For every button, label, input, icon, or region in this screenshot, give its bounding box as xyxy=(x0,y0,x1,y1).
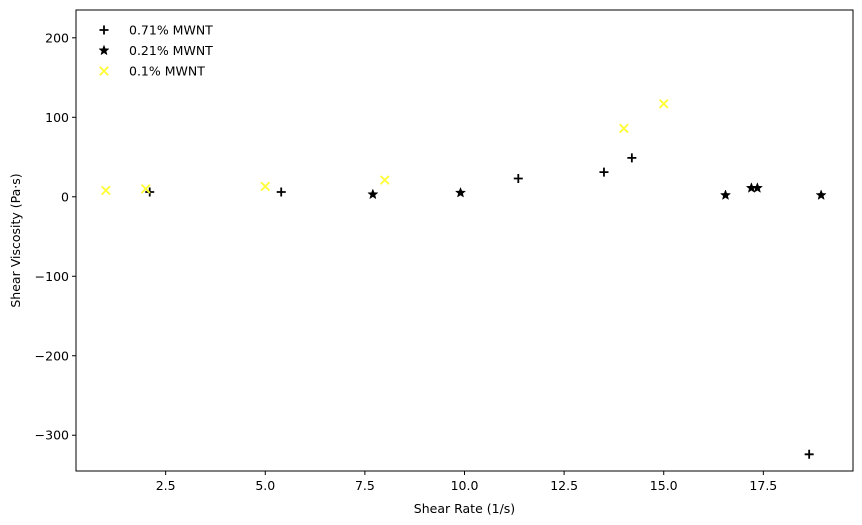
x-axis-label: Shear Rate (1/s) xyxy=(414,501,515,516)
data-point xyxy=(140,183,151,194)
x-tick-label: 17.5 xyxy=(749,478,777,493)
legend-label: 0.71% MWNT xyxy=(129,23,213,38)
y-axis-label: Shear Viscosity (Pa·s) xyxy=(8,173,23,307)
data-point xyxy=(513,174,523,184)
y-tick-label: −200 xyxy=(35,348,69,363)
data-point xyxy=(719,189,732,200)
data-points xyxy=(101,98,827,459)
y-tick-label: 200 xyxy=(45,30,69,45)
legend-item: 0.21% MWNT xyxy=(98,43,213,58)
x-tick-label: 15.0 xyxy=(650,478,678,493)
data-point xyxy=(619,123,629,134)
x-tick-label: 2.5 xyxy=(156,478,176,493)
y-tick-label: 0 xyxy=(61,189,69,204)
data-point xyxy=(804,449,814,459)
data-point xyxy=(276,187,286,197)
data-point xyxy=(658,98,669,109)
legend-marker xyxy=(99,25,109,35)
data-point xyxy=(815,189,827,200)
y-tick-label: −100 xyxy=(35,269,69,284)
y-axis-ticks: 200 100 0 −100 −200 −300 xyxy=(35,30,76,443)
legend-marker xyxy=(99,66,109,76)
data-point xyxy=(101,185,111,196)
x-tick-label: 7.5 xyxy=(355,478,375,493)
data-point xyxy=(599,167,609,177)
x-axis-ticks: 2.5 5.0 7.5 10.0 12.5 15.0 17.5 xyxy=(156,471,777,493)
data-point xyxy=(751,182,763,193)
y-tick-label: −300 xyxy=(35,428,69,443)
data-point xyxy=(627,153,637,163)
x-tick-label: 5.0 xyxy=(255,478,275,493)
data-point xyxy=(260,181,271,192)
legend-item: 0.1% MWNT xyxy=(99,64,205,79)
x-tick-label: 12.5 xyxy=(550,478,578,493)
data-point xyxy=(367,188,379,200)
y-tick-label: 100 xyxy=(45,110,69,125)
legend: 0.71% MWNT 0.21% MWNT 0.1% MWNT xyxy=(98,23,213,79)
legend-label: 0.21% MWNT xyxy=(129,43,213,58)
data-point xyxy=(379,175,390,185)
x-tick-label: 10.0 xyxy=(451,478,479,493)
legend-marker xyxy=(98,44,110,56)
legend-item: 0.71% MWNT xyxy=(99,23,213,38)
legend-label: 0.1% MWNT xyxy=(129,64,205,79)
data-point xyxy=(454,186,467,198)
